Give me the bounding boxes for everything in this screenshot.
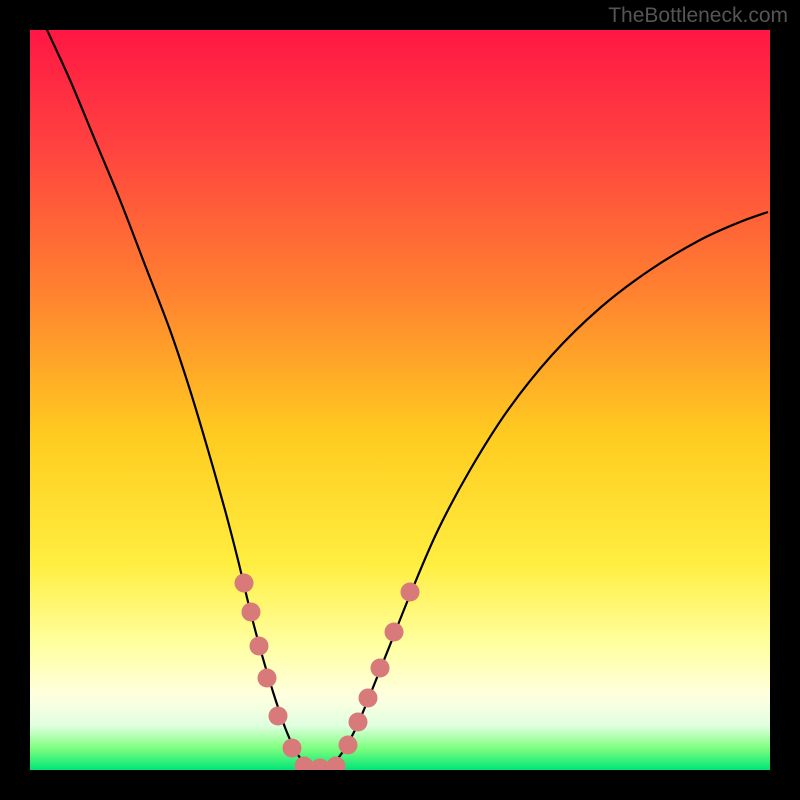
data-dot	[385, 623, 404, 642]
page-root: TheBottleneck.com	[0, 0, 800, 800]
gradient-background	[30, 30, 770, 770]
data-dot	[401, 583, 420, 602]
data-dot	[269, 707, 288, 726]
data-dot	[349, 713, 368, 732]
data-dot	[235, 574, 254, 593]
data-dot	[258, 669, 277, 688]
data-dot	[359, 689, 378, 708]
data-dot	[371, 659, 390, 678]
watermark-text: TheBottleneck.com	[608, 4, 788, 28]
data-dot	[283, 739, 302, 758]
data-dot	[250, 637, 269, 656]
data-dot	[242, 603, 261, 622]
data-dot	[339, 736, 358, 755]
plot-area	[30, 30, 770, 770]
plot-svg	[30, 30, 770, 770]
